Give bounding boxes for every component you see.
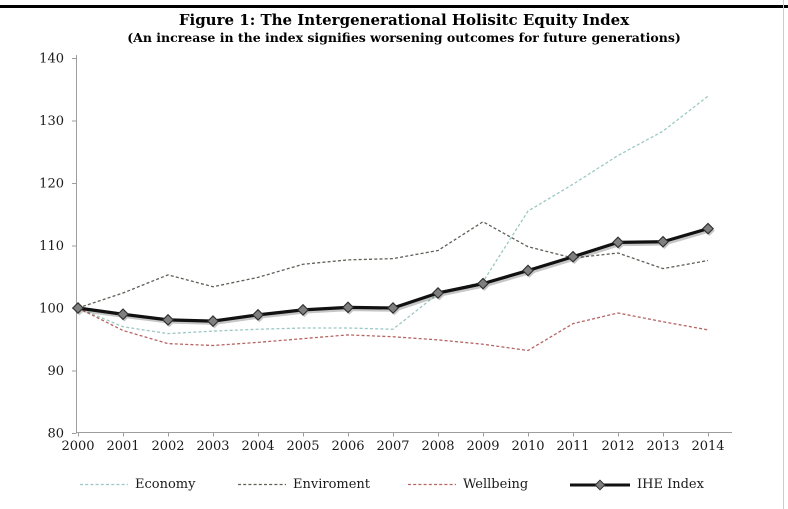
x-tick-label: 2003 [196,439,229,454]
x-tick-label: 2012 [601,439,634,454]
legend-label-ihe-index: IHE Index [637,477,704,492]
legend-swatch-wellbeing-line [408,483,456,486]
y-axis-labels: 80 90 100 110 120 130 140 [39,52,64,442]
y-tick-label: 130 [39,114,64,129]
ihe-index-marker [567,250,579,263]
y-tick-label: 120 [39,177,64,192]
legend-swatch-economy-line [80,483,128,486]
y-tick-label: 110 [39,239,64,254]
x-tick-label: 2014 [691,439,724,454]
x-tick-label: 2009 [466,439,499,454]
ihe-index-marker [252,308,264,321]
x-tick-label: 2010 [511,439,544,454]
y-tick-label: 90 [47,364,64,379]
x-tick-label: 2013 [646,439,679,454]
x-tick-label: 2005 [286,439,319,454]
series-line-economy [77,95,709,335]
x-axis-labels: 2000 2001 2002 2003 2004 2005 2006 2007 2008 2009… [61,439,724,454]
legend-item-wellbeing: Wellbeing [408,477,528,492]
ihe-index-marker [432,287,444,299]
x-tick-label: 2011 [556,439,589,454]
series-line-enviroment [77,220,709,309]
legend-label-enviroment: Enviroment [293,477,371,492]
series-line-wellbeing [77,307,709,352]
ihe-index-marker [117,308,129,321]
x-tick-label: 2006 [331,439,364,454]
legend-swatch-enviroment-line [238,483,286,486]
chart-title: Figure 1: The Intergenerational Holisitc… [178,11,630,29]
y-tick-label: 80 [47,427,64,442]
right-border-line [783,0,784,509]
ihe-index-marker [207,315,219,328]
x-tick-label: 2008 [421,439,454,454]
axes [72,55,732,437]
ihe-index-marker [612,236,624,249]
y-tick-label: 140 [39,52,64,67]
legend-label-economy: Economy [135,477,196,492]
ihe-index-marker [657,235,669,248]
ihe-index-marker [477,277,489,290]
ihe-index-marker [162,313,174,326]
chart-titles: Figure 1: The Intergenerational Holisitc… [30,11,778,46]
ihe-index-marker [522,264,534,277]
ihe-index-marker [387,302,399,314]
x-tick-label: 2000 [61,439,94,454]
y-tick-label: 100 [39,302,64,317]
series-line-ihe-index [72,222,715,329]
x-tick-label: 2007 [376,439,409,454]
ihe-index-marker [342,301,354,314]
chart-subtitle: (An increase in the index signifies wors… [127,29,681,45]
legend-item-economy: Economy [80,477,195,492]
legend-item-ihe-index: IHE Index [570,477,704,492]
top-divider-line [0,5,788,8]
legend-swatch-ihe-line [570,478,630,491]
x-tick-label: 2002 [151,439,184,454]
legend-label-wellbeing: Wellbeing [463,477,529,492]
legend-item-enviroment: Enviroment [238,477,370,492]
x-tick-label: 2001 [106,439,139,454]
ihe-index-marker [297,303,309,316]
x-tick-label: 2004 [241,439,274,454]
ihe-index-marker [702,222,714,235]
ihe-index-marker [72,302,84,314]
